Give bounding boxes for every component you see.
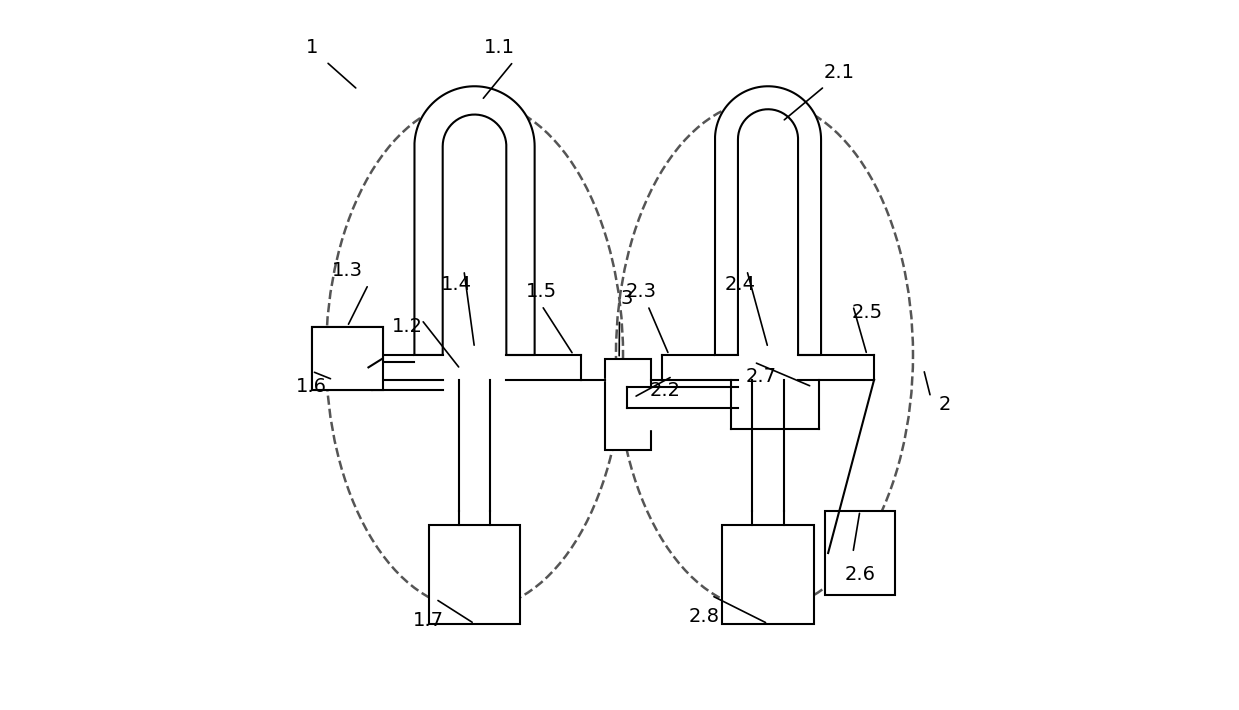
Text: 2.4: 2.4 bbox=[725, 275, 756, 294]
Polygon shape bbox=[507, 355, 581, 380]
Text: 1.3: 1.3 bbox=[332, 261, 363, 280]
Text: 1.5: 1.5 bbox=[527, 282, 558, 301]
Polygon shape bbox=[581, 379, 606, 381]
Polygon shape bbox=[633, 380, 738, 430]
Polygon shape bbox=[627, 387, 738, 408]
Polygon shape bbox=[368, 355, 442, 380]
Text: 1.6: 1.6 bbox=[296, 377, 327, 396]
Text: 2.2: 2.2 bbox=[650, 381, 681, 400]
Bar bbox=[606, 359, 652, 450]
Text: 2.7: 2.7 bbox=[746, 367, 777, 386]
Text: 2.3: 2.3 bbox=[626, 282, 657, 301]
Text: 1.2: 1.2 bbox=[392, 317, 422, 337]
Text: 2.8: 2.8 bbox=[689, 607, 720, 626]
Text: 2.5: 2.5 bbox=[851, 303, 882, 322]
Polygon shape bbox=[798, 355, 873, 380]
Polygon shape bbox=[731, 380, 819, 430]
Polygon shape bbox=[662, 355, 738, 380]
Text: 2.1: 2.1 bbox=[823, 62, 854, 82]
Polygon shape bbox=[715, 87, 821, 355]
Polygon shape bbox=[458, 380, 491, 510]
Text: 2: 2 bbox=[939, 395, 952, 414]
Text: 1.1: 1.1 bbox=[483, 38, 514, 57]
Text: 2.6: 2.6 bbox=[845, 564, 876, 584]
Text: 1.7: 1.7 bbox=[413, 611, 444, 630]
Bar bbox=[429, 525, 520, 624]
Bar bbox=[825, 510, 896, 596]
Polygon shape bbox=[312, 327, 383, 391]
Text: 1: 1 bbox=[306, 38, 318, 57]
Text: 3: 3 bbox=[621, 289, 633, 308]
Bar bbox=[312, 327, 383, 391]
Polygon shape bbox=[752, 380, 783, 510]
Bar bbox=[722, 525, 814, 624]
Text: 1.4: 1.4 bbox=[441, 275, 472, 294]
Bar bbox=[312, 327, 383, 391]
Polygon shape bbox=[414, 87, 535, 355]
Polygon shape bbox=[372, 355, 442, 390]
